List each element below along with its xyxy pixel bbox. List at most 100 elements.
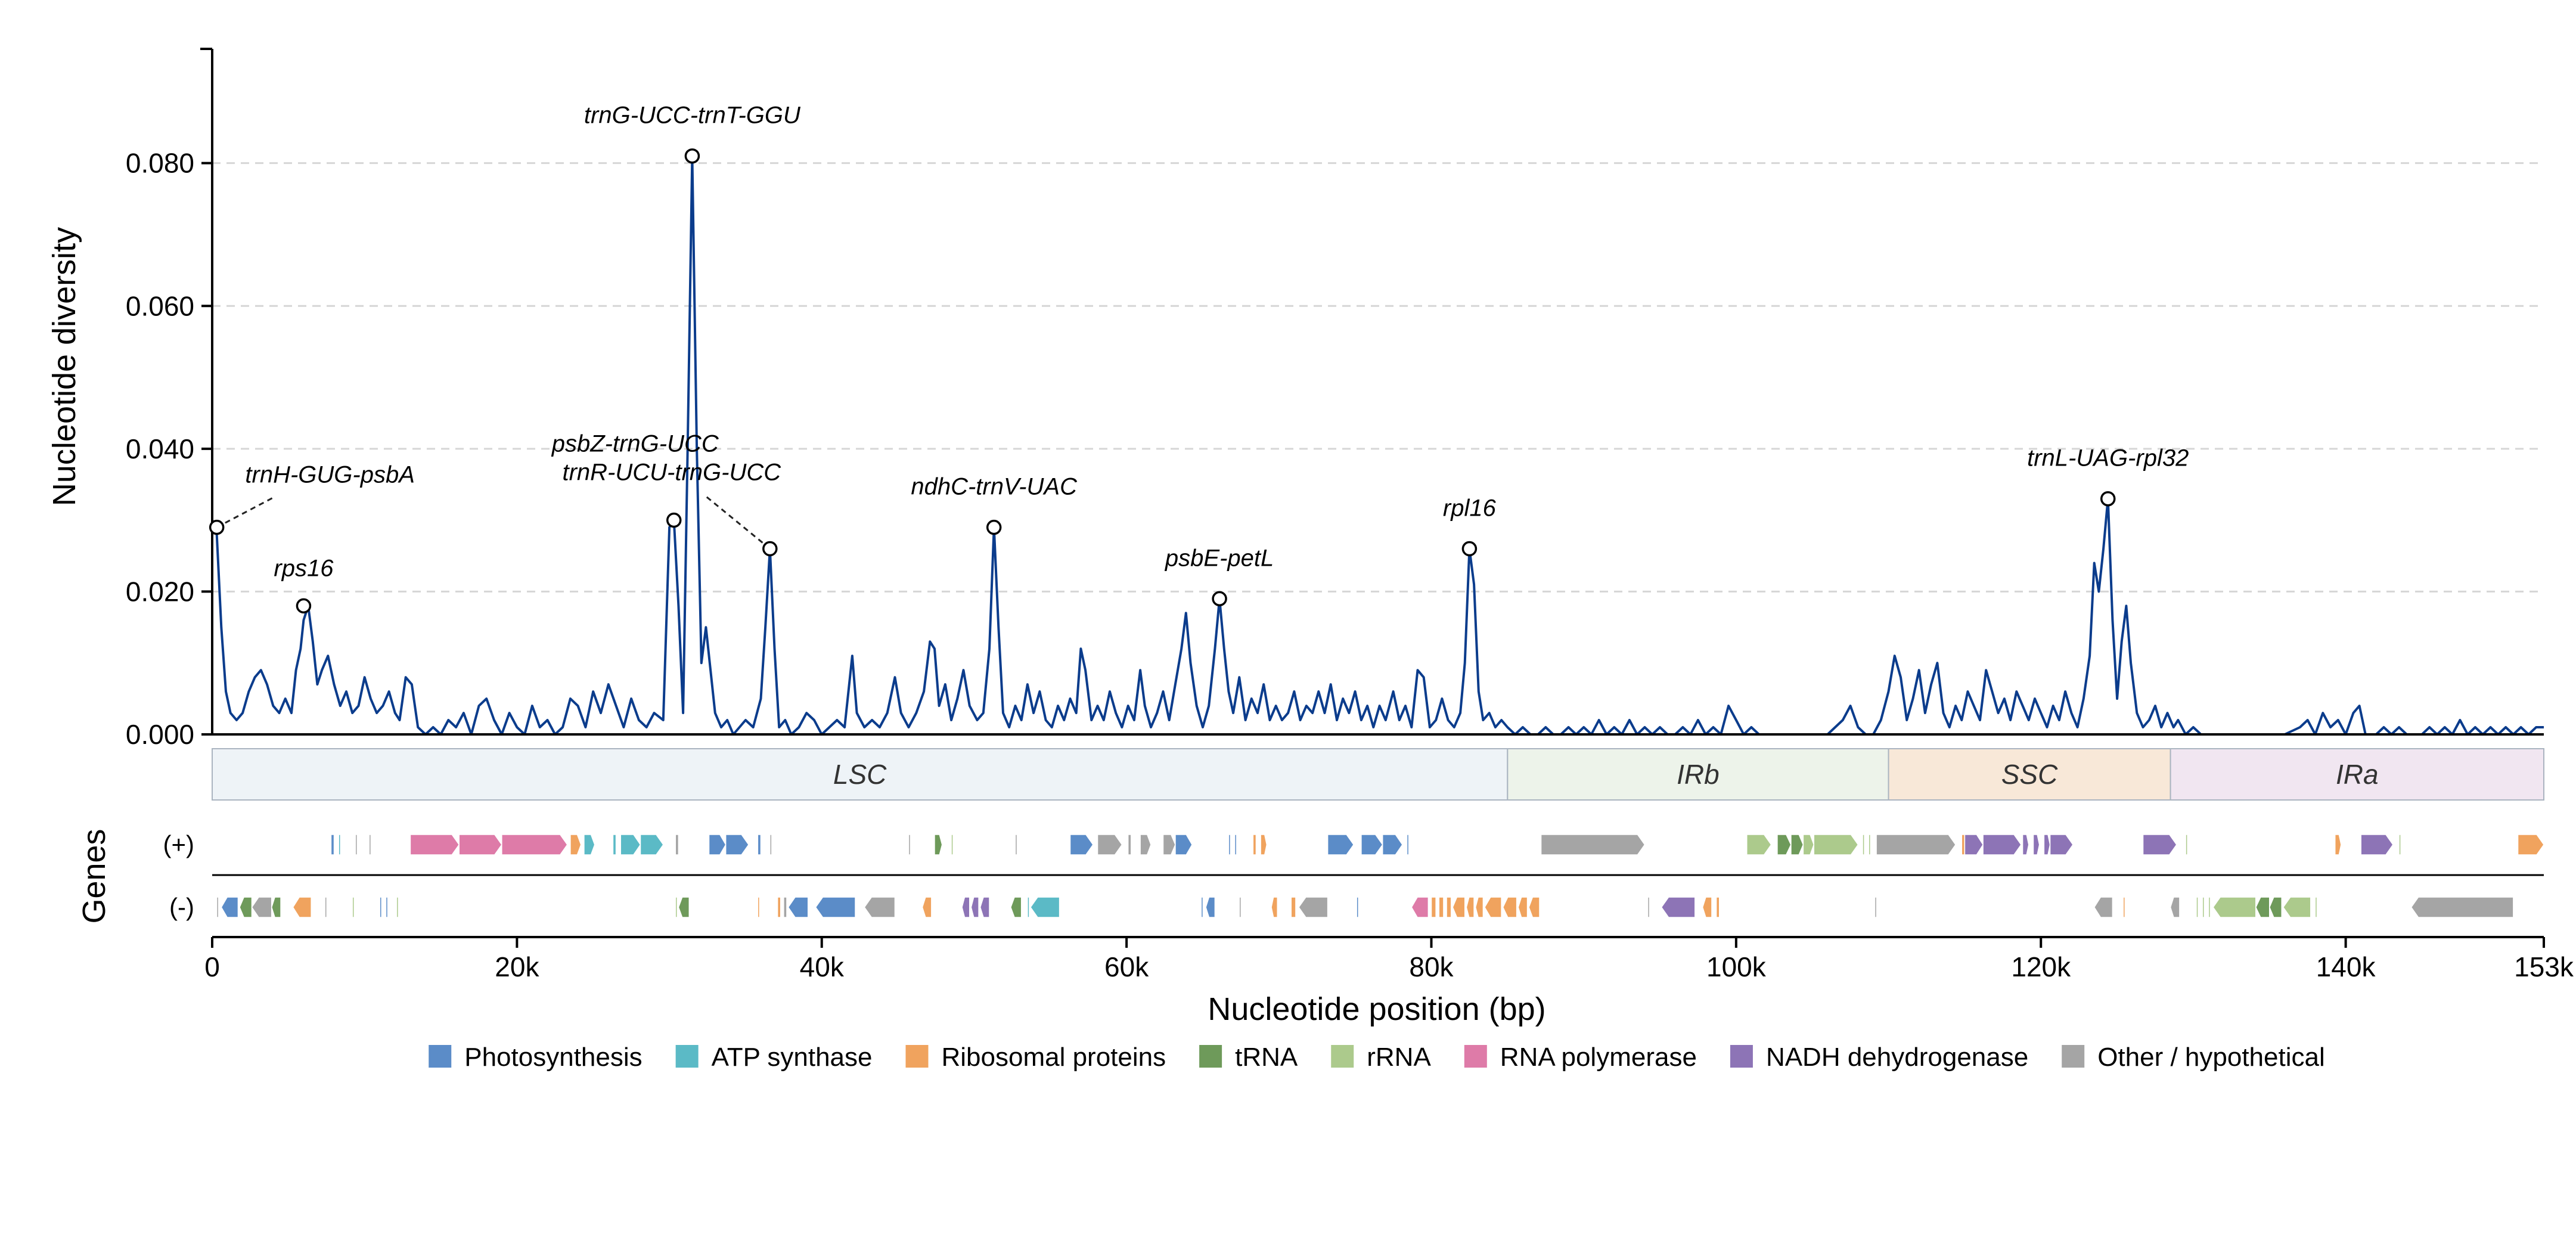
legend-label-other: Other / hypothetical <box>2097 1043 2325 1072</box>
gene-ribo <box>1430 897 1436 918</box>
gene-atp <box>1027 897 1030 918</box>
gene-rrna <box>2282 897 2311 918</box>
gene-rrna <box>396 897 399 918</box>
gene-rrna <box>2185 834 2188 855</box>
gene-photo <box>787 897 809 918</box>
peak-marker <box>986 519 1002 535</box>
gene-trna <box>1777 834 1792 855</box>
gene-other <box>1239 897 1242 918</box>
peak-label: rpl16 <box>1443 495 1497 522</box>
gene-photo <box>1205 897 1216 918</box>
gene-photo <box>1406 834 1410 855</box>
gene-ribo <box>1517 897 1528 918</box>
region-label: IRa <box>2336 759 2379 790</box>
gene-trna <box>271 897 281 918</box>
gene-other <box>2410 897 2514 918</box>
gene-rnapol <box>1411 897 1429 918</box>
legend-swatch-ndh <box>1730 1045 1753 1068</box>
genes-track-title: Genes <box>76 829 112 923</box>
gene-other <box>783 897 787 918</box>
gene-ribo <box>1528 897 1540 918</box>
gene-other <box>908 834 911 855</box>
gene-other <box>675 834 679 855</box>
gene-ribo <box>1502 897 1517 918</box>
gene-other <box>2093 897 2113 918</box>
legend-label-ribo: Ribosomal proteins <box>941 1043 1166 1072</box>
region-label: LSC <box>833 759 887 790</box>
gene-ribo <box>1271 897 1278 918</box>
gene-rnapol <box>409 834 460 855</box>
gene-ribo <box>2122 897 2126 918</box>
gene-ribo <box>1484 897 1502 918</box>
legend: Photosynthesis ATP synthase Ribosomal prot… <box>429 1043 2325 1072</box>
gene-rrna <box>1862 834 1865 855</box>
gene-rrna <box>1813 834 1859 855</box>
x-tick-label: 20k <box>495 951 539 982</box>
peak-label: trnH-GUG-psbA <box>245 462 415 488</box>
gene-other <box>1097 834 1123 855</box>
gene-ribo <box>1260 834 1268 855</box>
gene-ndh <box>2043 834 2051 855</box>
gene-rrna <box>951 834 954 855</box>
gene-atp <box>584 834 595 855</box>
gene-ndh <box>970 897 979 918</box>
gene-photo <box>1327 834 1355 855</box>
x-tick-label: 100k <box>1706 951 1767 982</box>
gene-other <box>1127 834 1132 855</box>
gene-ndh <box>979 897 990 918</box>
gene-other <box>216 897 219 918</box>
gene-photo <box>379 897 383 918</box>
gene-other <box>355 834 358 855</box>
y-axis-title: Nucleotide diversity <box>46 227 82 506</box>
gene-ribo <box>1702 897 1712 918</box>
gene-other <box>1298 897 1329 918</box>
gene-ribo <box>1452 897 1466 918</box>
gene-rrna <box>2202 897 2205 918</box>
gene-ribo <box>1961 834 1966 855</box>
gene-ribo <box>757 897 761 918</box>
peak-label: psbE-petL <box>1165 545 1274 571</box>
legend-label-rrna: rRNA <box>1367 1043 1431 1072</box>
strand-plus-label: (+) <box>163 830 195 858</box>
gene-other <box>1162 834 1176 855</box>
gene-atp <box>620 834 641 855</box>
gene-ndh <box>2049 834 2074 855</box>
gene-other <box>1140 834 1152 855</box>
peak-label: rps16 <box>274 555 334 581</box>
y-tick-label: 0.080 <box>126 148 194 179</box>
gene-trna <box>678 897 690 918</box>
gene-other <box>1540 834 1646 855</box>
peak-label: trnG-UCC-trnT-GGU <box>584 103 801 129</box>
gene-photo <box>1175 834 1193 855</box>
gene-rrna <box>675 897 678 918</box>
peak-marker <box>2100 491 2116 507</box>
gene-ndh <box>2142 834 2177 855</box>
gene-photo <box>1234 834 1237 855</box>
gene-ndh <box>961 897 970 918</box>
gene-ribo <box>777 897 781 918</box>
gene-ribo <box>292 897 312 918</box>
legend-swatch-trna <box>1199 1045 1222 1068</box>
gene-other <box>1647 897 1650 918</box>
x-tick-label: 60k <box>1104 951 1149 982</box>
legend-swatch-rnapol <box>1464 1045 1487 1068</box>
peak-marker <box>1212 591 1227 607</box>
gene-trna <box>934 834 943 855</box>
gene-photo <box>385 897 389 918</box>
peak-label: ndhC-trnV-UAC <box>911 474 1078 500</box>
peak-annotations: trnH-GUG-psbA rps16 psbZ-trnG-UCC trnG-UCC-… <box>209 103 2189 614</box>
gene-photo <box>1356 897 1359 918</box>
gene-photo <box>330 834 335 855</box>
peak-marker <box>1461 541 1478 557</box>
gene-rrna <box>2314 897 2318 918</box>
genome-region-track: LSC IRb SSC IRa <box>212 748 2544 801</box>
strand-minus-label: (-) <box>169 893 194 921</box>
gene-ribo <box>1290 897 1296 918</box>
x-tick-label: 153k <box>2514 951 2574 982</box>
legend-label-rnapol: RNA polymerase <box>1500 1043 1697 1072</box>
peak-marker <box>209 519 225 535</box>
gene-atp <box>1030 897 1060 918</box>
gene-photo <box>725 834 749 855</box>
gene-ribo <box>1715 897 1720 918</box>
gene-other <box>324 897 327 918</box>
